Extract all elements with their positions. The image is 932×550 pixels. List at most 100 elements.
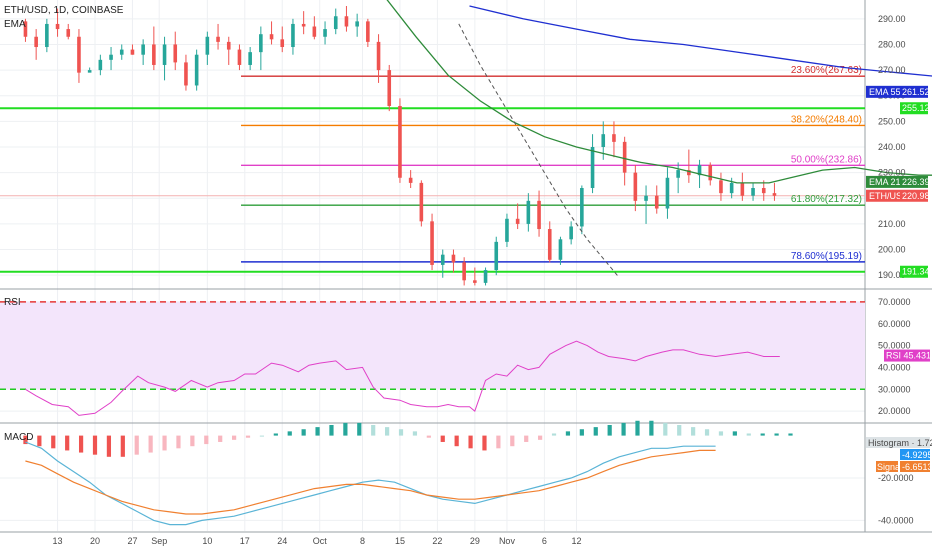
- macd-histogram-bar: [329, 425, 334, 436]
- macd-histogram-bar: [92, 435, 98, 455]
- candle-body: [130, 49, 135, 55]
- candle-body: [109, 54, 113, 60]
- candle-body: [237, 49, 242, 65]
- candle-body: [194, 54, 199, 86]
- ema55-line: [469, 5, 932, 77]
- candle-body: [708, 164, 713, 181]
- candle-body: [740, 182, 745, 196]
- candle-body: [398, 105, 402, 178]
- rsi-tick-label: 30.0000: [878, 384, 911, 394]
- macd-tick-label: -40.0000: [878, 515, 914, 525]
- x-tick-label: 15: [395, 536, 405, 546]
- macd-histogram-bar: [37, 435, 42, 447]
- price-tag-label-bg: [866, 85, 900, 98]
- macd-histogram-bar: [412, 431, 418, 436]
- candle-body: [473, 280, 477, 283]
- macd-histogram-bar: [287, 431, 292, 436]
- candle-body: [355, 21, 359, 27]
- x-tick-label: 10: [202, 536, 212, 546]
- candle-body: [419, 182, 424, 222]
- macd-histogram-bar: [245, 435, 251, 438]
- candle-body: [515, 218, 520, 224]
- candle-body: [580, 188, 584, 227]
- macd-histogram-bar: [593, 427, 598, 436]
- candle-body: [526, 200, 531, 224]
- candle-body: [248, 52, 252, 65]
- x-tick-label: 20: [90, 536, 100, 546]
- candle-body: [654, 195, 659, 209]
- candle-body: [387, 70, 392, 106]
- fib-level-label: 50.00%(232.86): [791, 154, 862, 165]
- macd-histogram-bar: [524, 435, 529, 442]
- candle-body: [55, 23, 60, 30]
- x-tick-label: 8: [360, 536, 365, 546]
- price-tag-value-bg: [900, 175, 928, 188]
- projection-dashed-line: [458, 23, 620, 279]
- candle-body: [697, 164, 702, 176]
- price-tick-label: 200.00: [878, 245, 906, 255]
- x-tick-label: Nov: [499, 536, 516, 546]
- candle-body: [119, 49, 124, 55]
- price-tag-label-bg: [866, 189, 900, 202]
- price-tick-label: 230.00: [878, 168, 906, 178]
- candle-body: [612, 134, 616, 142]
- candle-body: [494, 241, 499, 271]
- histogram-tag-bg: [866, 437, 930, 448]
- price-tag-label: ETH/USD: [869, 191, 909, 201]
- x-tick-label: 22: [432, 536, 442, 546]
- macd-value-tag-bg: [900, 449, 930, 460]
- candle-body: [665, 177, 670, 209]
- rsi-tick-label: 40.0000: [878, 362, 911, 372]
- macd-tick-label: -20.0000: [878, 473, 914, 483]
- macd-histogram-bar: [65, 435, 70, 451]
- candle-body: [280, 39, 285, 48]
- macd-histogram-bar: [677, 425, 682, 436]
- macd-histogram-bar: [357, 422, 362, 436]
- macd-histogram-bar: [663, 422, 668, 436]
- macd-histogram-bar: [496, 435, 501, 449]
- macd-histogram-bar: [51, 435, 56, 449]
- candle-body: [98, 59, 103, 71]
- candle-body: [344, 16, 349, 27]
- price-tag-value: 226.39: [902, 177, 930, 187]
- signal-label: Signal: [877, 462, 902, 472]
- x-tick-label: 24: [277, 536, 287, 546]
- price-tag-value: 255.12: [902, 103, 930, 113]
- candle-body: [547, 229, 552, 260]
- chart-symbol-title: ETH/USD, 1D, COINBASE: [4, 5, 124, 16]
- candle-body: [301, 23, 306, 27]
- macd-histogram-bar: [162, 435, 167, 451]
- candle-body: [761, 188, 766, 194]
- candle-body: [34, 36, 38, 48]
- macd-value-tag: -4.9295: [902, 450, 932, 460]
- macd-histogram-bar: [259, 435, 265, 437]
- candle-body: [216, 36, 220, 42]
- x-tick-label: Sep: [151, 536, 167, 546]
- macd-histogram-bar: [385, 427, 390, 436]
- macd-histogram-bar: [371, 425, 376, 436]
- macd-histogram-bar: [343, 422, 348, 436]
- fib-level-label: 78.60%(195.19): [791, 251, 862, 262]
- macd-histogram-bar: [426, 435, 431, 438]
- candle-body: [462, 262, 466, 281]
- price-tick-label: 190.00: [878, 270, 906, 280]
- candle-body: [505, 218, 509, 242]
- candle-body: [23, 21, 28, 37]
- candle-body: [184, 62, 188, 86]
- candle-body: [644, 195, 648, 201]
- ema21-line: [386, 0, 932, 184]
- macd-histogram-bar: [760, 433, 765, 436]
- x-tick-label: 13: [53, 536, 63, 546]
- x-tick-label: Oct: [313, 536, 328, 546]
- price-tag-value-bg: [900, 102, 928, 115]
- rsi-tick-label: 60.0000: [878, 319, 911, 329]
- signal-label-bg: [876, 461, 898, 472]
- macd-histogram-bar: [106, 435, 112, 457]
- macd-histogram-bar: [732, 431, 737, 436]
- rsi-pane-label: RSI: [4, 297, 21, 308]
- x-tick-label: 17: [240, 536, 250, 546]
- macd-histogram-bar: [120, 435, 125, 457]
- macd-histogram-bar: [468, 435, 473, 449]
- macd-histogram-bar: [218, 435, 223, 442]
